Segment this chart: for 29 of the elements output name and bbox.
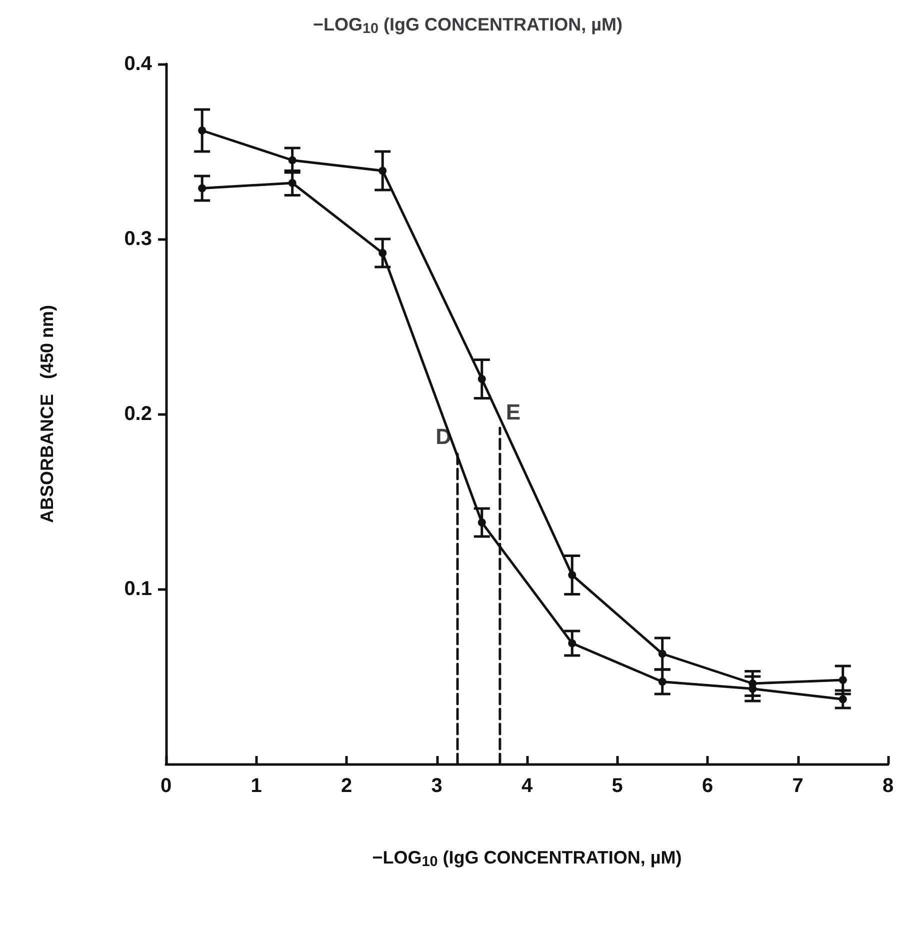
annotation: E	[506, 400, 521, 424]
point	[378, 249, 387, 257]
point	[658, 650, 666, 658]
y-tick-label: 0.4	[124, 53, 153, 75]
point	[838, 676, 847, 684]
point	[288, 156, 296, 164]
x-tick-label: 6	[702, 775, 714, 797]
x-tick-label: 8	[882, 775, 894, 797]
x-tick-label: 3	[431, 775, 442, 797]
y-tick-label: 0.1	[124, 578, 152, 600]
point	[198, 126, 206, 134]
x-tick-label: 4	[521, 775, 534, 797]
point	[838, 695, 847, 704]
point	[568, 639, 576, 648]
point	[378, 166, 387, 175]
point	[568, 571, 576, 579]
point	[288, 179, 296, 187]
y-tick-label: 0.3	[124, 228, 152, 250]
y-axis-title: ABSORBANCE (450 nm)	[37, 304, 57, 524]
x-tick-label: 0	[160, 775, 172, 797]
x-tick-label: 2	[340, 775, 352, 797]
x-tick-label: 7	[792, 775, 804, 797]
y-tick-label: 0.2	[124, 403, 152, 425]
x-tick-label: 1	[250, 775, 262, 797]
point	[658, 678, 666, 686]
point	[478, 375, 486, 383]
x-tick-label: 5	[612, 775, 623, 797]
point	[198, 184, 206, 192]
point	[478, 518, 486, 526]
